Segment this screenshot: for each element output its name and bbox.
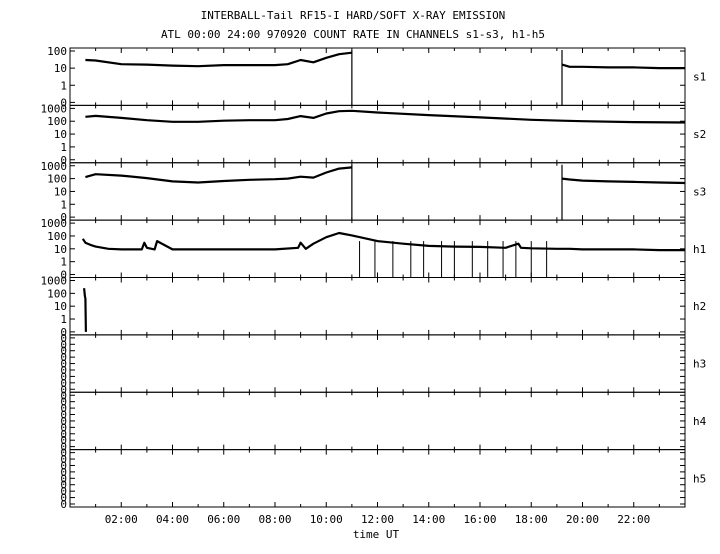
y-tick-label-h2: 1000 [41,275,68,288]
y-tick-label-h3: 0 [60,338,67,351]
y-tick-label-h4: 0 [60,402,67,415]
y-tick-label-s3: 1 [60,198,67,211]
y-tick-label-h3: 0 [60,364,67,377]
x-tick-label: 02:00 [105,513,138,526]
panel-label-h4: h4 [693,415,707,428]
y-tick-label-h5: 0 [60,492,67,505]
series-line-s1-1 [561,63,685,70]
x-tick-label: 06:00 [207,513,240,526]
y-tick-label-h4: 0 [60,389,67,402]
panel-frame-s3 [69,162,686,221]
x-tick-label: 08:00 [258,513,291,526]
y-tick-label-h1: 0 [60,269,67,282]
y-tick-label-h2: 1 [60,313,67,326]
x-tick-label: 04:00 [156,513,189,526]
y-tick-label-h4: 0 [60,409,67,422]
y-tick-label-s1: 100 [47,45,67,58]
y-tick-label-h5: 0 [60,498,67,511]
chart-title: INTERBALL-Tail RF15-I HARD/SOFT X-RAY EM… [201,9,506,22]
panel-label-h5: h5 [693,472,706,485]
x-tick-label: 20:00 [566,513,599,526]
y-tick-label-h4: 0 [60,396,67,409]
y-tick-label-h3: 0 [60,358,67,371]
series-line-s1-0 [85,51,353,68]
y-tick-label-h4: 0 [60,434,67,447]
y-tick-label-h1: 1 [60,256,67,269]
y-tick-label-s1: 0 [60,96,67,109]
series-line-s3-1 [561,177,686,185]
y-tick-label-h5: 0 [60,447,67,460]
panel-frame-h4 [69,391,686,451]
y-tick-label-s1: 1 [60,79,67,92]
y-tick-label-h2: 0 [60,326,67,339]
plot-layer: 1001010s110001001010s210001001010s310001… [41,45,707,526]
x-tick-label: 22:00 [617,513,650,526]
y-tick-label-s3: 100 [47,173,67,186]
series-line-s3-0 [85,166,353,184]
chart-subtitle: ATL 00:00 24:00 970920 COUNT RATE IN CHA… [161,28,545,41]
x-tick-label: 12:00 [361,513,394,526]
panel-frame-h3 [69,334,686,393]
y-tick-label-s2: 10 [54,128,67,141]
panel-label-h1: h1 [693,243,706,256]
panel-frame-s1 [69,47,686,106]
panel-label-s3: s3 [693,185,706,198]
y-tick-label-s2: 100 [47,115,67,128]
panel-label-h3: h3 [693,358,706,371]
series-line-s2-0 [85,109,686,124]
x-tick-label: 16:00 [463,513,496,526]
y-tick-label-h2: 10 [54,300,67,313]
panel-frame-h5 [69,449,686,508]
y-tick-label-h5: 0 [60,453,67,466]
y-tick-label-s3: 1000 [41,160,68,173]
y-tick-label-h1: 100 [47,230,67,243]
x-tick-label: 10:00 [310,513,343,526]
y-tick-label-h3: 0 [60,370,67,383]
y-tick-label-s3: 10 [54,185,67,198]
y-tick-label-h1: 10 [54,243,67,256]
series-line-h1-0 [81,231,685,252]
x-tick-label: 18:00 [515,513,548,526]
y-tick-label-s2: 1 [60,141,67,154]
y-tick-label-h4: 0 [60,421,67,434]
y-tick-label-s1: 10 [54,62,67,75]
x-axis-label: time UT [353,528,400,541]
y-tick-label-h3: 0 [60,383,67,396]
y-tick-label-h3: 0 [60,377,67,390]
series-line-h2-0 [83,288,87,332]
y-tick-label-h3: 0 [60,332,67,345]
y-tick-label-h3: 0 [60,345,67,358]
y-tick-label-h3: 0 [60,351,67,364]
panel-label-s1: s1 [693,71,706,84]
y-tick-label-h5: 0 [60,479,67,492]
y-tick-label-h5: 0 [60,485,67,498]
panel-frame-s2 [69,104,686,164]
panel-frame-h2 [69,277,686,336]
y-tick-label-h5: 0 [60,466,67,479]
y-tick-label-s2: 1000 [41,102,68,115]
panel-label-s2: s2 [693,128,706,141]
y-tick-label-s3: 0 [60,211,67,224]
y-tick-label-s2: 0 [60,154,67,167]
y-tick-label-h5: 0 [60,459,67,472]
y-tick-label-h4: 0 [60,441,67,454]
y-tick-label-h4: 0 [60,428,67,441]
y-tick-label-h2: 100 [47,287,67,300]
y-tick-label-h1: 1000 [41,217,68,230]
x-tick-label: 14:00 [412,513,445,526]
y-tick-label-h4: 0 [60,415,67,428]
y-tick-label-h5: 0 [60,472,67,485]
panel-label-h2: h2 [693,300,706,313]
